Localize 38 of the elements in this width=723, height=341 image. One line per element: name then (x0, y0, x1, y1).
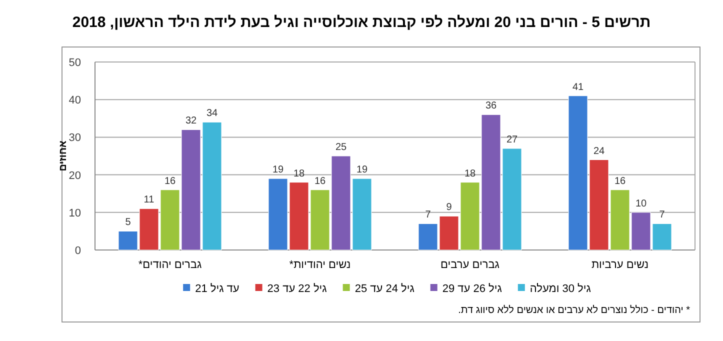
data-label: 9 (446, 202, 452, 214)
y-tick-label: 20 (68, 170, 81, 182)
data-label: 16 (314, 176, 326, 187)
data-label: 7 (425, 210, 432, 221)
x-tick-label: גברים ערבים (440, 259, 500, 271)
legend-label: גיל 24 עד 25 (354, 283, 415, 295)
y-tick-label: 30 (68, 132, 81, 144)
data-label: 16 (164, 176, 176, 187)
x-tick-label: נשים ערביות (591, 259, 649, 271)
x-tick-label: גברים יהודים* (138, 259, 202, 271)
y-tick-label: 0 (74, 245, 81, 257)
data-label: 19 (272, 164, 284, 176)
data-label: 32 (185, 116, 197, 127)
data-label: 16 (614, 176, 626, 187)
x-tick-label: נשים יהודיות* (289, 259, 351, 271)
text: * יהודים - כולל נוצרים לא ערבים או אנשים ללא סיווג דת. (458, 304, 690, 316)
y-axis-title: אחוזים (58, 140, 69, 172)
legend-label: גיל 26 עד 29 (442, 283, 502, 295)
data-label: 36 (485, 100, 497, 112)
legend-label: גיל 30 ומעלה (530, 283, 592, 295)
data-label: 19 (356, 164, 368, 176)
data-label: 10 (635, 198, 647, 210)
data-label: 5 (125, 217, 132, 228)
y-tick-label: 10 (68, 207, 81, 220)
data-label: 7 (659, 210, 666, 221)
data-label: 11 (144, 194, 155, 206)
data-label: 34 (206, 108, 218, 120)
y-tick-label: 40 (68, 94, 81, 107)
data-label: 41 (572, 82, 584, 93)
data-label: 18 (293, 168, 305, 180)
chart-title: תרשים 5 - הורים בני 20 ומעלה לפי קבוצת אוכלוסייה וגיל בעת לידת הילד הראשון, 2018 (72, 14, 651, 31)
data-label: 25 (335, 142, 347, 153)
data-label: 27 (506, 134, 518, 146)
data-label: 24 (593, 146, 605, 157)
y-tick-label: 50 (68, 57, 81, 69)
legend-label: עד גיל 21 (195, 283, 240, 295)
data-label: 18 (464, 168, 476, 180)
legend-label: גיל 22 עד 23 (267, 283, 328, 295)
